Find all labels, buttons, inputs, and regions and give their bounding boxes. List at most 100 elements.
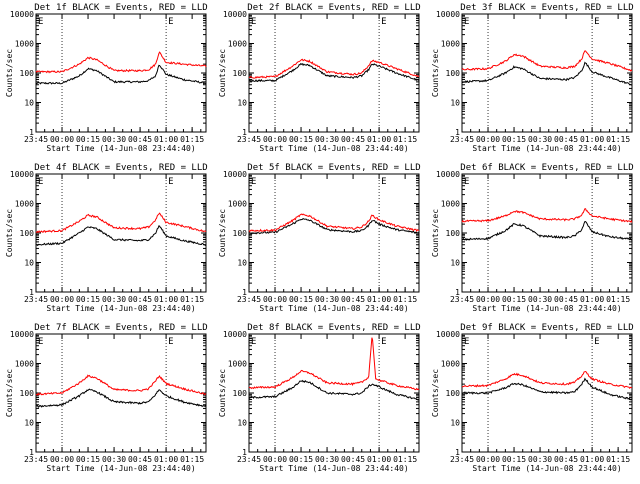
x-tick-label: 00:30: [528, 295, 552, 304]
y-axis-label: Counts/sec: [218, 49, 227, 97]
series-line-lld: [35, 374, 207, 396]
x-tick-label: 00:45: [341, 455, 365, 464]
panel-det-1f: Det 1f BLACK = Events, RED = LLD 1 10 100 10…: [5, 3, 208, 153]
x-tick-label: 01:15: [606, 295, 630, 304]
x-tick-label: 23:45: [450, 455, 474, 464]
x-tick-label: 01:15: [180, 455, 204, 464]
y-tick-label: 10000: [223, 330, 247, 339]
y-tick-label: 1000: [228, 360, 247, 369]
x-axis-label: Start Time (14-Jun-08 23:44:40): [472, 144, 621, 153]
x-axis-label: Start Time (14-Jun-08 23:44:40): [46, 464, 195, 473]
x-tick-label: 00:00: [476, 455, 500, 464]
series-line-lld: [461, 208, 633, 223]
y-axis-label: Counts/sec: [431, 49, 440, 97]
x-tick-label: 00:45: [554, 135, 578, 144]
y-tick-label: 1: [29, 448, 34, 457]
y-tick-label: 100: [233, 389, 248, 398]
x-axis-label: Start Time (14-Jun-08 23:44:40): [46, 304, 195, 313]
x-tick-label: 00:15: [76, 135, 100, 144]
marker-letter: E: [464, 17, 469, 27]
series-line-lld: [248, 337, 420, 391]
y-tick-label: 1: [455, 288, 460, 297]
marker-letter: E: [168, 337, 173, 347]
panel-title: Det 1f BLACK = Events, RED = LLD: [34, 3, 207, 13]
panel-title: Det 5f BLACK = Events, RED = LLD: [247, 163, 420, 173]
plot-frame: [35, 173, 207, 293]
x-tick-label: 01:15: [393, 295, 417, 304]
y-axis-label: Counts/sec: [5, 49, 14, 97]
x-tick-label: 00:45: [341, 295, 365, 304]
x-tick-label: 01:15: [606, 455, 630, 464]
y-tick-label: 1: [455, 448, 460, 457]
x-axis-label: Start Time (14-Jun-08 23:44:40): [259, 144, 408, 153]
plot-frame: [461, 13, 633, 133]
x-tick-label: 00:45: [128, 295, 152, 304]
x-axis-label: Start Time (14-Jun-08 23:44:40): [259, 304, 408, 313]
y-tick-label: 1: [455, 128, 460, 137]
y-tick-label: 10000: [436, 170, 460, 179]
marker-letter: E: [251, 337, 256, 347]
panel-title: Det 7f BLACK = Events, RED = LLD: [34, 323, 207, 333]
series-line-events: [35, 225, 207, 247]
x-tick-label: 01:00: [367, 455, 391, 464]
panel-det-3f: Det 3f BLACK = Events, RED = LLD 1 10 100 10…: [431, 3, 634, 153]
y-tick-label: 1000: [15, 40, 34, 49]
plot-frame: [461, 173, 633, 293]
x-tick-label: 23:45: [237, 135, 261, 144]
y-tick-label: 1: [242, 128, 247, 137]
x-tick-label: 00:00: [263, 295, 287, 304]
y-tick-label: 10000: [10, 170, 34, 179]
marker-letter: E: [38, 337, 43, 347]
x-tick-label: 00:45: [554, 295, 578, 304]
marker-letter: E: [251, 177, 256, 187]
y-tick-label: 100: [446, 69, 461, 78]
y-tick-label: 1: [242, 448, 247, 457]
x-tick-label: 01:15: [393, 455, 417, 464]
x-tick-label: 01:00: [580, 455, 604, 464]
y-tick-label: 100: [233, 229, 248, 238]
x-tick-label: 01:00: [154, 135, 178, 144]
series-line-events: [249, 217, 420, 235]
x-tick-label: 00:15: [76, 455, 100, 464]
y-tick-label: 1000: [441, 40, 460, 49]
plot-frame: [35, 13, 207, 133]
x-tick-label: 00:30: [102, 455, 126, 464]
y-tick-label: 10: [237, 259, 247, 268]
series-line-lld: [35, 212, 207, 234]
y-tick-label: 10: [450, 259, 460, 268]
x-tick-label: 00:45: [554, 455, 578, 464]
x-tick-label: 23:45: [24, 295, 48, 304]
x-tick-label: 00:00: [50, 135, 74, 144]
series-line-lld: [248, 213, 420, 233]
x-tick-label: 00:00: [476, 295, 500, 304]
panel-title: Det 6f BLACK = Events, RED = LLD: [460, 163, 633, 173]
series-line-events: [35, 388, 207, 408]
y-tick-label: 10: [450, 419, 460, 428]
y-tick-label: 1000: [228, 200, 247, 209]
y-tick-label: 10: [24, 99, 34, 108]
x-tick-label: 00:00: [263, 135, 287, 144]
x-tick-label: 00:00: [50, 295, 74, 304]
marker-letter: E: [38, 17, 43, 27]
y-tick-label: 1: [29, 288, 34, 297]
x-tick-label: 23:45: [24, 135, 48, 144]
y-tick-label: 10000: [10, 330, 34, 339]
y-tick-label: 1: [29, 128, 34, 137]
y-tick-label: 1000: [15, 360, 34, 369]
marker-letter: E: [251, 17, 256, 27]
plot-frame: [248, 13, 420, 133]
x-tick-label: 00:15: [502, 135, 526, 144]
series-line-events: [461, 220, 633, 241]
y-tick-label: 10: [24, 259, 34, 268]
series-line-events: [248, 62, 420, 83]
x-tick-label: 01:00: [154, 455, 178, 464]
marker-letter: E: [381, 17, 386, 27]
x-tick-label: 01:15: [606, 135, 630, 144]
marker-letter: E: [594, 177, 599, 187]
x-tick-label: 23:45: [450, 135, 474, 144]
x-axis-label: Start Time (14-Jun-08 23:44:40): [472, 464, 621, 473]
y-tick-label: 10: [24, 419, 34, 428]
x-axis-label: Start Time (14-Jun-08 23:44:40): [259, 464, 408, 473]
